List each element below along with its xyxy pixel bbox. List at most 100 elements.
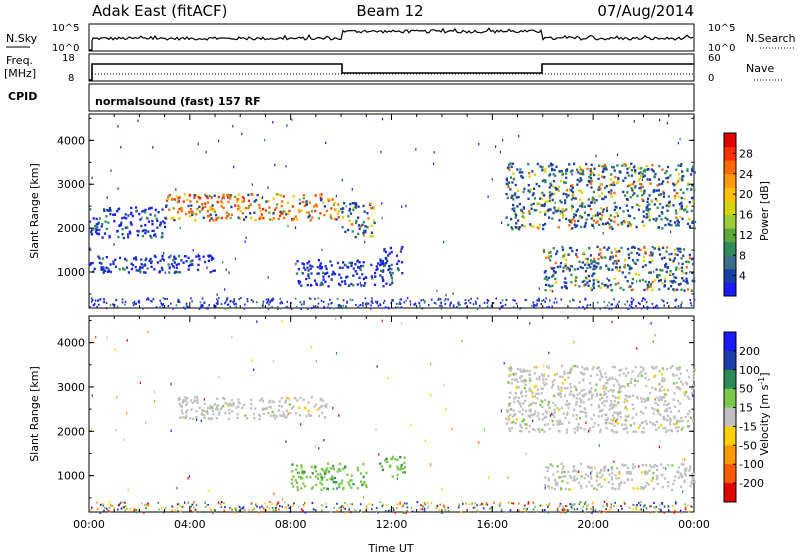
scatter-cell (640, 397, 643, 400)
scatter-cell (666, 389, 670, 392)
scatter-cell (392, 509, 395, 512)
scatter-cell (683, 391, 686, 394)
scatter-cell (656, 482, 659, 486)
scatter-cell (547, 505, 549, 508)
scatter-cell (573, 475, 576, 478)
scatter-cell (238, 401, 241, 405)
scatter-cell (261, 207, 265, 211)
scatter-cell (521, 395, 523, 398)
scatter-cell (541, 418, 544, 421)
scatter-cell (238, 298, 240, 301)
scatter-cell (631, 288, 634, 291)
scatter-cell (597, 173, 600, 176)
scatter-cell (548, 503, 550, 506)
scatter-cell (232, 300, 234, 303)
scatter-cell (614, 501, 616, 504)
scatter-cell (554, 201, 556, 204)
scatter-cell (658, 370, 661, 373)
scatter-cell (572, 196, 575, 200)
scatter-cell (326, 487, 329, 491)
scatter-cell (581, 205, 584, 208)
scatter-cell (196, 401, 199, 405)
scatter-cell (690, 505, 692, 508)
scatter-cell (306, 266, 309, 269)
scatter-cell (239, 217, 242, 220)
scatter-cell (539, 403, 542, 407)
scatter-cell (546, 484, 549, 488)
scatter-cell (599, 428, 602, 432)
scatter-cell (690, 289, 693, 292)
scatter-cell (590, 417, 593, 421)
scatter-cell (449, 316, 452, 319)
scatter-cell (509, 162, 512, 165)
scatter-cell (675, 182, 678, 185)
scatter-cell (570, 273, 573, 276)
scatter-cell (542, 248, 545, 252)
scatter-cell (601, 175, 604, 178)
scatter-cell (645, 208, 647, 212)
scatter-cell (547, 366, 551, 369)
scatter-cell (547, 374, 550, 378)
scatter-cell (599, 476, 602, 479)
scatter-cell (661, 502, 663, 504)
scatter-cell (123, 268, 126, 271)
scatter-cell (245, 236, 247, 239)
scatter-cell (301, 469, 304, 473)
scatter-cell (627, 253, 630, 256)
scatter-cell (541, 400, 544, 403)
scatter-cell (582, 173, 585, 176)
scatter-cell (325, 406, 328, 409)
scatter-cell (589, 168, 592, 171)
scatter-cell (680, 201, 683, 205)
scatter-cell (682, 272, 685, 275)
scatter-cell (544, 289, 547, 292)
scatter-cell (360, 264, 363, 268)
scatter-cell (573, 268, 576, 271)
scatter-cell (154, 233, 157, 236)
scatter-cell (636, 258, 639, 262)
scatter-cell (261, 216, 265, 220)
scatter-cell (356, 260, 359, 263)
scatter-cell (663, 285, 666, 288)
scatter-cell (133, 300, 136, 303)
scatter-cell (209, 407, 212, 410)
scatter-cell (642, 175, 645, 178)
scatter-cell (559, 261, 563, 265)
scatter-cell (306, 283, 309, 287)
scatter-cell (545, 297, 548, 300)
scatter-cell (607, 481, 610, 484)
scatter-cell (363, 495, 365, 499)
scatter-cell (615, 412, 618, 415)
scatter-cell (669, 366, 672, 369)
scatter-cell (225, 211, 228, 214)
scatter-cell (559, 422, 562, 425)
scatter-cell (558, 375, 562, 378)
scatter-cell (688, 425, 691, 428)
scatter-cell (636, 395, 639, 399)
scatter-cell (536, 388, 540, 391)
scatter-cell (579, 417, 582, 420)
scatter-cell (385, 262, 388, 265)
scatter-cell (572, 364, 575, 368)
scatter-cell (564, 264, 567, 268)
scatter-cell (141, 234, 144, 238)
scatter-cell (130, 223, 133, 226)
scatter-cell (536, 510, 538, 513)
scatter-cell (616, 153, 619, 157)
scatter-cell (681, 262, 684, 266)
scatter-cell (268, 401, 271, 404)
scatter-cell (549, 194, 552, 197)
scatter-cell (336, 502, 338, 505)
scatter-cell (658, 183, 661, 186)
scatter-cell (528, 373, 531, 376)
scatter-cell (209, 254, 212, 257)
scatter-cell (570, 189, 573, 192)
scatter-cell (140, 224, 143, 228)
scatter-cell (632, 466, 635, 470)
scatter-cell (401, 272, 404, 275)
scatter-cell (654, 219, 658, 222)
scatter-cell (260, 197, 263, 200)
scatter-cell (606, 285, 609, 288)
scatter-cell (314, 297, 316, 300)
scatter-cell (144, 229, 147, 232)
